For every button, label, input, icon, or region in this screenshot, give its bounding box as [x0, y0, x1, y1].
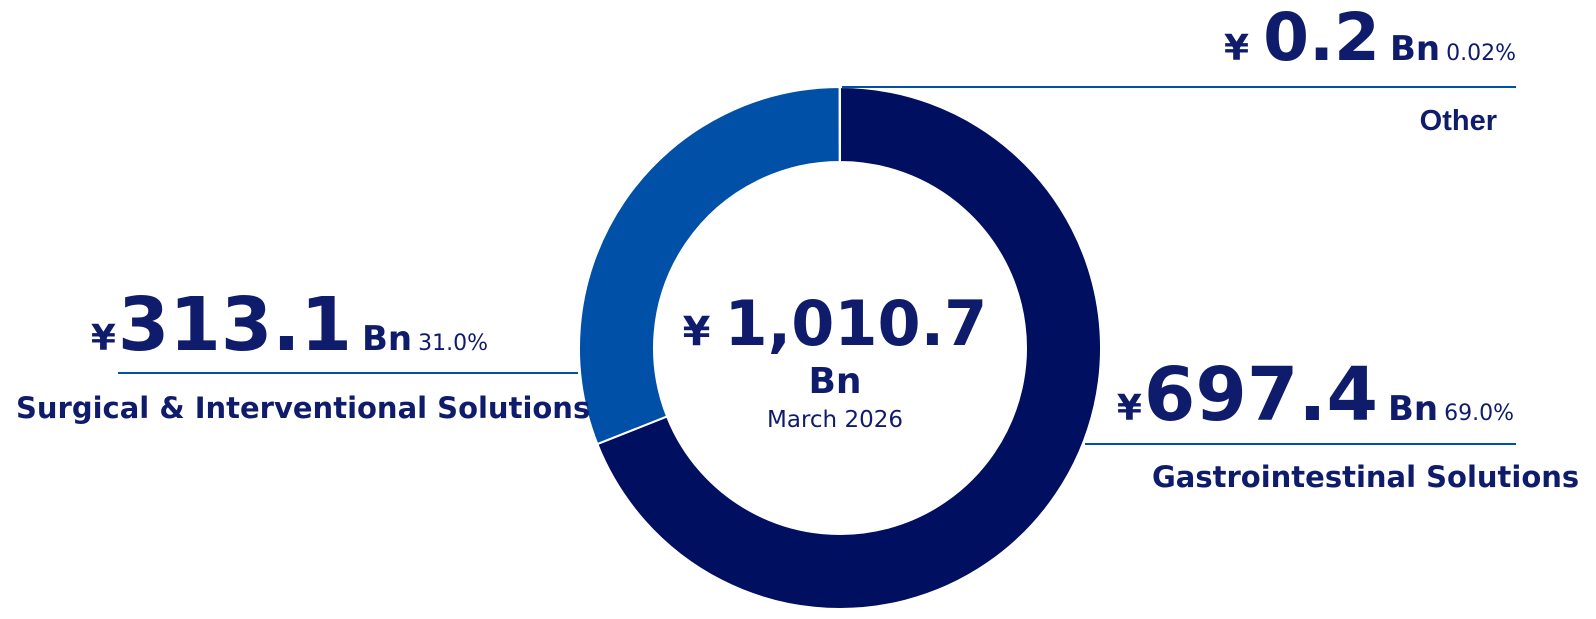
- total: 1,010.7: [725, 287, 988, 360]
- currency: ¥: [1117, 388, 1142, 429]
- value-label: ¥0.2 Bn 0.02%: [1224, 0, 1516, 76]
- percent: 31.0%: [418, 331, 488, 356]
- category-label: Other: [1420, 105, 1497, 137]
- category-label: Gastrointestinal Solutions: [1152, 460, 1579, 494]
- value: 0.2: [1263, 0, 1380, 76]
- donut-slice: [578, 85, 841, 446]
- value: 313.1: [118, 282, 352, 368]
- percent: 0.02%: [1446, 41, 1516, 66]
- category-label: Surgical & Interventional Solutions: [16, 391, 590, 425]
- currency: ¥: [1224, 28, 1249, 69]
- percent: 69.0%: [1444, 401, 1514, 426]
- value-label: ¥697.4 Bn 69.0%: [1117, 352, 1514, 438]
- center-unit: Bn: [808, 361, 861, 402]
- unit: Bn: [362, 319, 412, 359]
- donut-slice: [596, 85, 1102, 610]
- value-label: ¥313.1 Bn 31.0%: [91, 282, 488, 368]
- currency: ¥: [683, 309, 711, 355]
- value: 697.4: [1144, 352, 1378, 438]
- currency: ¥: [91, 318, 116, 359]
- unit: Bn: [1388, 389, 1438, 429]
- center-total: ¥1,010.7: [683, 287, 988, 360]
- unit: Bn: [1390, 29, 1440, 69]
- center-date: March 2026: [767, 407, 903, 433]
